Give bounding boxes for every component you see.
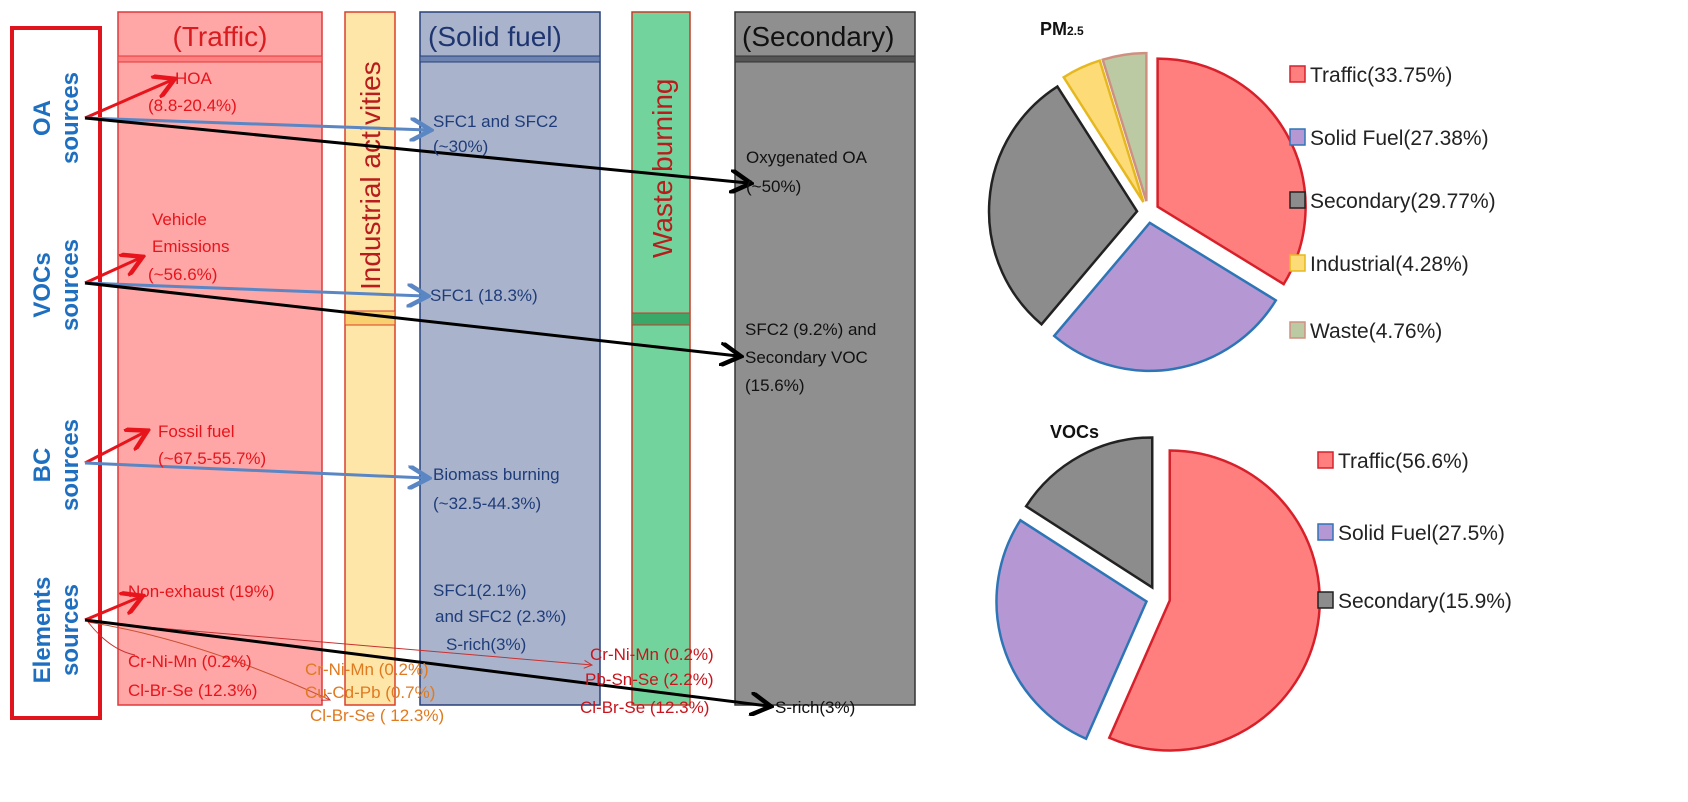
pie-slice-industrial <box>1061 59 1145 203</box>
traffic-el-label-2: Cl-Br-Se (12.3%) <box>128 681 257 700</box>
traffic-el-label: Cr-Ni-Mn (0.2%) <box>128 652 252 671</box>
industrial-header: Industrial activities <box>355 61 386 290</box>
oa-solid-fuel-arrow <box>84 116 428 130</box>
legend-swatch <box>1317 523 1334 541</box>
legend-swatch <box>1317 591 1334 609</box>
oa-sources-label: OA <box>29 100 56 136</box>
hoa-value: (8.8-20.4%) <box>148 96 237 115</box>
vocs-sources-label: VOCs <box>29 252 56 317</box>
bc-solid-fuel-arrow <box>84 461 426 478</box>
sfc-el-label-2: and SFC2 (2.3%) <box>435 607 566 626</box>
elements-sources-label: Elements <box>29 577 56 684</box>
traffic-header: (Traffic) <box>173 21 268 52</box>
solid-fuel-column: (Solid fuel) <box>419 11 601 706</box>
biomass-value: (~32.5-44.3%) <box>433 494 541 513</box>
waste-el-label-3: Cl-Br-Se (12.3%) <box>580 698 709 717</box>
vehicle-label-2: Emissions <box>152 237 229 256</box>
bc-sources-label: BC <box>29 448 56 483</box>
vehicle-value: (~56.6%) <box>148 265 217 284</box>
flow-labels: HOA (8.8-20.4%) SFC1 and SFC2 (~30%) Oxy… <box>128 69 876 725</box>
legend-label: Traffic(56.6%) <box>1338 450 1469 473</box>
vocs-traffic-arrow <box>84 258 140 285</box>
fossil-fuel-value: (~67.5-55.7%) <box>158 449 266 468</box>
legend-swatch <box>1289 128 1306 146</box>
elements-secondary-arrow <box>84 618 768 706</box>
oa-traffic-arrow <box>84 80 172 120</box>
industrial-column: Industrial activities <box>344 11 396 706</box>
pie-slice-waste <box>1101 51 1148 202</box>
secondary-header: (Secondary) <box>742 21 895 52</box>
industrial-el-label-2: Cu-Cd-Pb (0.7%) <box>305 683 435 702</box>
elements-traffic-arrow <box>84 597 140 622</box>
pie-slice-solid-fuel <box>995 518 1149 741</box>
secondary-voc-label: SFC2 (9.2%) and <box>745 320 876 339</box>
sfc-oa-label: SFC1 and SFC2 <box>433 112 558 131</box>
vocs-title: VOCs <box>1050 422 1099 442</box>
secondary-el-label: S-rich(3%) <box>775 698 855 717</box>
legend-swatch <box>1317 451 1334 469</box>
legend-label: Industrial(4.28%) <box>1310 253 1469 276</box>
secondary-voc-label-2: Secondary VOC <box>745 348 868 367</box>
vehicle-label: Vehicle <box>152 210 207 229</box>
ooa-label: Oxygenated OA <box>746 148 868 167</box>
pie-slice-solid-fuel <box>1052 221 1278 373</box>
bc-sources-label-2: sources <box>57 419 84 511</box>
solid-fuel-header: (Solid fuel) <box>428 21 562 52</box>
pm25-title: PM2.5 <box>1040 19 1084 39</box>
sfc-el-label: SFC1(2.1%) <box>433 581 527 600</box>
waste-column: Waste burning <box>631 11 691 706</box>
pie-slice-traffic <box>1107 449 1321 752</box>
waste-header: Waste burning <box>647 79 678 259</box>
waste-el-label: Cr-Ni-Mn (0.2%) <box>590 645 714 664</box>
non-exhaust-label: Non-exhaust (19%) <box>128 582 274 601</box>
legend-label: Solid Fuel(27.38%) <box>1310 127 1489 150</box>
pie-slice-secondary <box>1024 436 1154 590</box>
secondary-voc-value: (15.6%) <box>745 376 805 395</box>
biomass-label: Biomass burning <box>433 465 560 484</box>
sfc1-voc-label: SFC1 (18.3%) <box>430 286 538 305</box>
ooa-value: (~50%) <box>746 177 801 196</box>
legend-swatch <box>1289 191 1306 209</box>
secondary-column: (Secondary) <box>734 11 916 706</box>
legend-swatch <box>1289 321 1306 339</box>
hoa-label: HOA <box>175 69 213 88</box>
vocs-secondary-arrow <box>84 281 738 356</box>
traffic-column: (Traffic) <box>117 11 323 706</box>
legend-swatch <box>1289 254 1306 272</box>
fossil-fuel-label: Fossil fuel <box>158 422 235 441</box>
waste-el-label-2: Pb-Sn-Se (2.2%) <box>585 670 714 689</box>
pie-slice-traffic <box>1156 57 1307 286</box>
industrial-el-label: Cr-Ni-Mn (0.2%) <box>305 660 429 679</box>
oa-secondary-arrow <box>84 116 748 183</box>
oa-sources-label-2: sources <box>57 72 84 164</box>
vocs-pie-chart: VOCs Traffic(56.6%) Solid Fuel(27.5%) Seco… <box>995 422 1512 752</box>
legend-label: Solid Fuel(27.5%) <box>1338 522 1505 545</box>
pm25-pie-chart: PM2.5 Traffic(33.75%) Solid Fuel(27.38%) S… <box>987 19 1496 373</box>
elements-traffic-curve <box>87 621 136 656</box>
legend-label: Waste(4.76%) <box>1310 320 1442 343</box>
elements-sources-label-2: sources <box>57 584 84 676</box>
industrial-el-label-3: Cl-Br-Se ( 12.3%) <box>310 706 444 725</box>
sfc-el-label-3: S-rich(3%) <box>446 635 526 654</box>
bc-traffic-arrow <box>84 432 145 465</box>
legend-label: Traffic(33.75%) <box>1310 64 1452 87</box>
sfc-oa-value: (~30%) <box>433 137 488 156</box>
legend-label: Secondary(29.77%) <box>1310 190 1496 213</box>
vocs-solid-fuel-arrow <box>84 281 425 296</box>
elements-industrial-curve <box>87 621 330 700</box>
pie-slice-secondary <box>987 84 1139 327</box>
legend-swatch <box>1289 65 1306 83</box>
legend-label: Secondary(15.9%) <box>1338 590 1512 613</box>
vocs-sources-label-2: sources <box>57 239 84 331</box>
sources-box: OA sources VOCs sources BC sources Eleme… <box>10 26 102 720</box>
arrows <box>84 80 768 706</box>
